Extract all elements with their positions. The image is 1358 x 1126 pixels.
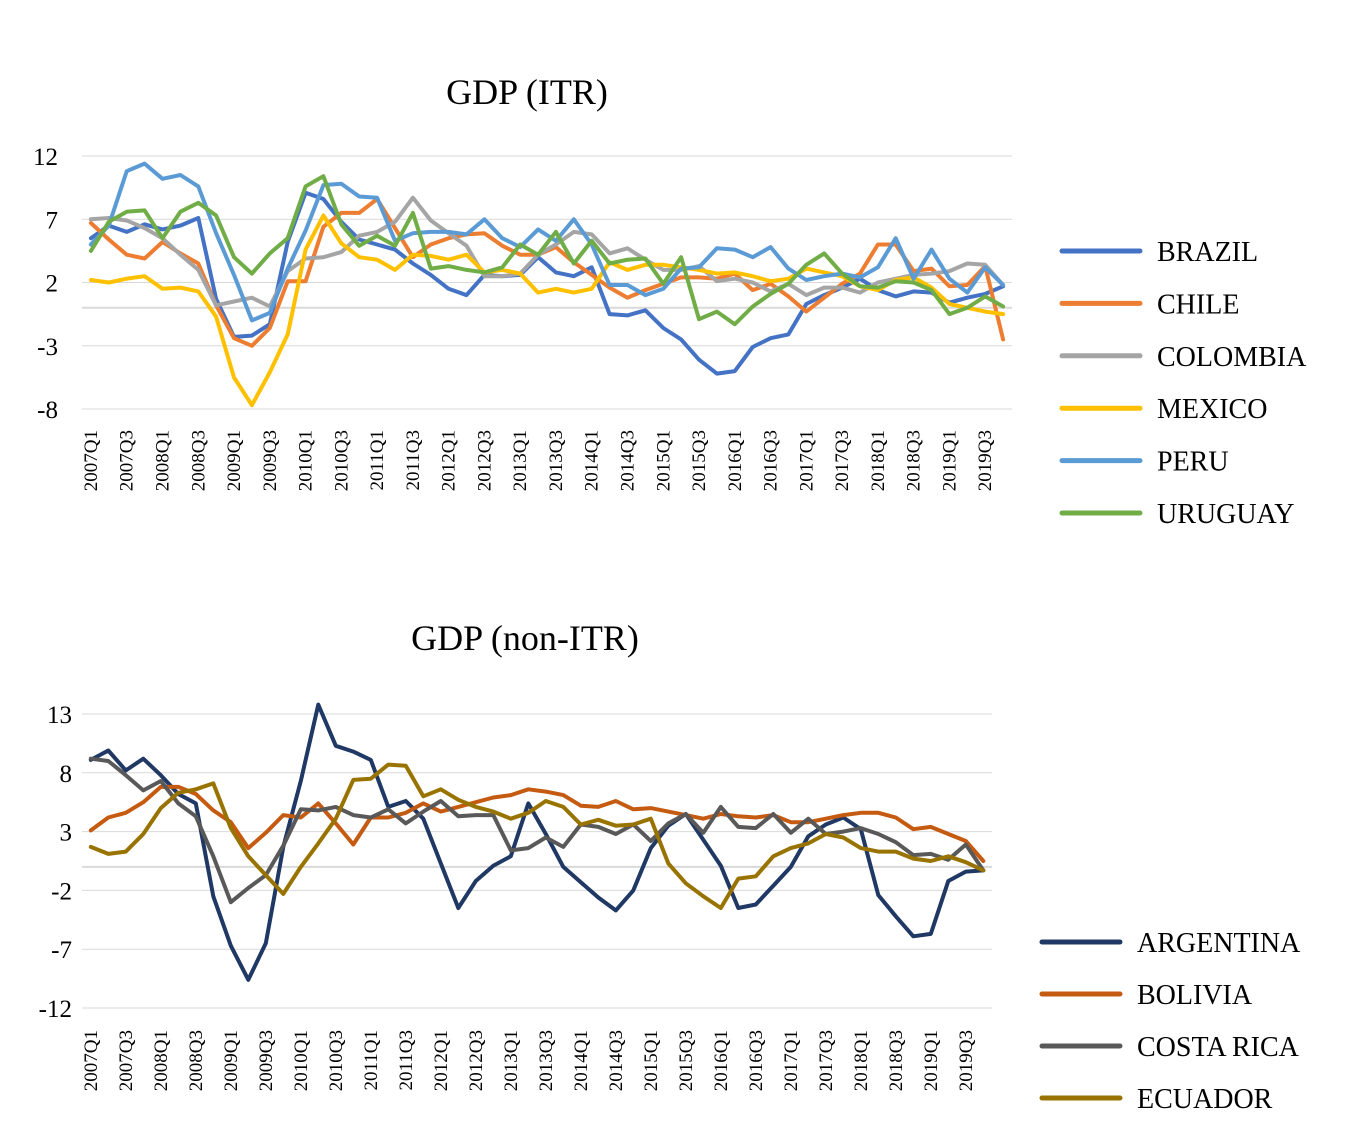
x-tick-label-itr: 2018Q1 [868,430,889,491]
series-line-argentina [88,702,986,982]
x-tick-label-itr: 2008Q1 [152,430,173,491]
x-tick-label-itr: 2012Q3 [474,430,495,491]
x-tick-label-non-itr: 2009Q1 [221,1030,242,1091]
y-tick-label-non-itr: 8 [60,761,73,788]
chart-panel-itr: GDP (ITR) 12 7 2 -3 -8 2007Q1 2007Q3 2008Q1 2008Q… [33,72,1307,530]
x-tick-label-non-itr: 2010Q1 [291,1030,312,1091]
y-tick-label-non-itr: 3 [60,820,73,847]
y-tick-label-itr: 7 [46,207,59,234]
x-tick-label-non-itr: 2017Q1 [781,1030,802,1091]
x-tick-label-non-itr: 2015Q1 [641,1030,662,1091]
x-tick-label-itr: 2011Q1 [367,430,388,491]
legend-label: ECUADOR [1137,1084,1273,1115]
legend-label: COSTA RICA [1137,1032,1300,1063]
x-tick-label-non-itr: 2010Q3 [326,1030,347,1091]
x-tick-label-non-itr: 2011Q1 [361,1030,382,1091]
x-tick-label-non-itr: 2015Q3 [676,1030,697,1091]
y-tick-label-non-itr: -12 [39,996,72,1023]
x-tick-label-itr: 2013Q1 [510,430,531,491]
x-tick-label-non-itr: 2019Q3 [956,1030,977,1091]
legend-label: MEXICO [1157,394,1267,425]
x-tick-label-non-itr: 2007Q1 [81,1030,102,1091]
x-tick-label-itr: 2014Q3 [617,430,638,491]
chart-title-itr: GDP (ITR) [446,72,608,112]
x-tick-label-non-itr: 2016Q3 [746,1030,767,1091]
x-tick-label-non-itr: 2012Q1 [431,1030,452,1091]
x-tick-label-itr: 2007Q1 [81,430,102,491]
legend-label: BOLIVIA [1137,980,1253,1011]
y-tick-label-itr: -3 [37,334,58,361]
x-tick-label-non-itr: 2018Q3 [886,1030,907,1091]
x-tick-label-itr: 2017Q3 [832,430,853,491]
series-line-uruguay [88,174,1006,327]
x-tick-label-itr: 2016Q3 [761,430,782,491]
x-tick-label-itr: 2007Q3 [117,430,138,491]
series-line-brazil [88,190,1006,376]
series-line-peru [88,161,1006,323]
x-tick-label-itr: 2018Q3 [904,430,925,491]
y-tick-label-non-itr: -2 [51,878,72,905]
y-tick-label-itr: -8 [37,397,58,424]
series-line-ecuador [88,762,986,910]
x-tick-label-non-itr: 2013Q1 [501,1030,522,1091]
x-tick-label-non-itr: 2012Q3 [466,1030,487,1091]
x-tick-label-itr: 2010Q3 [331,430,352,491]
x-tick-label-non-itr: 2019Q1 [921,1030,942,1091]
x-tick-label-non-itr: 2018Q1 [851,1030,872,1091]
x-tick-label-itr: 2014Q1 [582,430,603,491]
x-tick-label-non-itr: 2017Q3 [816,1030,837,1091]
x-tick-label-itr: 2010Q1 [296,430,317,491]
x-tick-label-itr: 2015Q1 [653,430,674,491]
legend-label: ARGENTINA [1137,928,1301,959]
x-tick-label-itr: 2008Q3 [188,430,209,491]
x-tick-label-non-itr: 2014Q3 [606,1030,627,1091]
x-tick-label-non-itr: 2013Q3 [536,1030,557,1091]
x-tick-label-itr: 2009Q1 [224,430,245,491]
x-tick-label-non-itr: 2007Q3 [116,1030,137,1091]
series-line-bolivia [88,784,986,863]
x-tick-label-itr: 2012Q1 [439,430,460,491]
x-tick-label-non-itr: 2009Q3 [256,1030,277,1091]
x-tick-label-itr: 2019Q1 [939,430,960,491]
series-line-costa-rica [88,756,986,905]
y-tick-label-itr: 12 [33,144,58,171]
x-tick-label-non-itr: 2014Q1 [571,1030,592,1091]
chart-panel-non-itr: GDP (non-ITR) 13 8 3 -2 -7 -12 2007Q1 2007Q3 2008… [39,618,1301,1115]
y-tick-label-itr: 2 [46,271,59,298]
x-tick-label-itr: 2015Q3 [689,430,710,491]
x-tick-label-itr: 2011Q3 [403,430,424,491]
x-tick-label-non-itr: 2008Q3 [186,1030,207,1091]
x-tick-label-itr: 2013Q3 [546,430,567,491]
legend-label: BRAZIL [1157,237,1258,268]
x-tick-label-non-itr: 2011Q3 [396,1030,417,1091]
x-tick-label-non-itr: 2016Q1 [711,1030,732,1091]
x-tick-label-itr: 2017Q1 [796,430,817,491]
legend-label: PERU [1157,447,1229,478]
x-tick-label-itr: 2016Q1 [725,430,746,491]
y-tick-label-non-itr: -7 [51,937,72,964]
y-tick-label-non-itr: 13 [47,702,72,729]
x-tick-label-non-itr: 2008Q1 [151,1030,172,1091]
legend-label: URUGUAY [1157,499,1294,530]
legend-label: CHILE [1157,289,1239,320]
x-tick-label-itr: 2009Q3 [260,430,281,491]
x-tick-label-itr: 2019Q3 [975,430,996,491]
legend-label: COLOMBIA [1157,342,1307,373]
chart-title-non-itr: GDP (non-ITR) [411,618,639,658]
